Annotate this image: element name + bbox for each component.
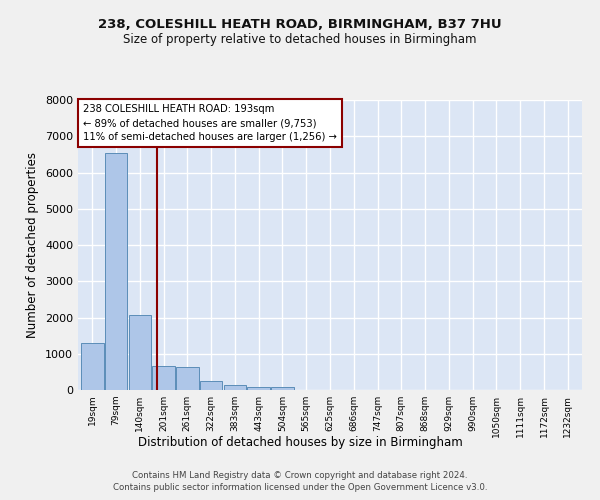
Text: Distribution of detached houses by size in Birmingham: Distribution of detached houses by size … — [137, 436, 463, 449]
Text: Contains HM Land Registry data © Crown copyright and database right 2024.: Contains HM Land Registry data © Crown c… — [132, 472, 468, 480]
Bar — [271, 387, 294, 390]
Text: Contains public sector information licensed under the Open Government Licence v3: Contains public sector information licen… — [113, 483, 487, 492]
Bar — [224, 386, 246, 390]
Text: 238, COLESHILL HEATH ROAD, BIRMINGHAM, B37 7HU: 238, COLESHILL HEATH ROAD, BIRMINGHAM, B… — [98, 18, 502, 30]
Bar — [81, 343, 104, 390]
Bar — [200, 381, 223, 390]
Bar — [128, 314, 151, 390]
Bar — [152, 366, 175, 390]
Bar — [176, 366, 199, 390]
Y-axis label: Number of detached properties: Number of detached properties — [26, 152, 40, 338]
Text: Size of property relative to detached houses in Birmingham: Size of property relative to detached ho… — [123, 32, 477, 46]
Bar — [247, 387, 270, 390]
Bar — [105, 152, 127, 390]
Text: 238 COLESHILL HEATH ROAD: 193sqm
← 89% of detached houses are smaller (9,753)
11: 238 COLESHILL HEATH ROAD: 193sqm ← 89% o… — [83, 104, 337, 142]
